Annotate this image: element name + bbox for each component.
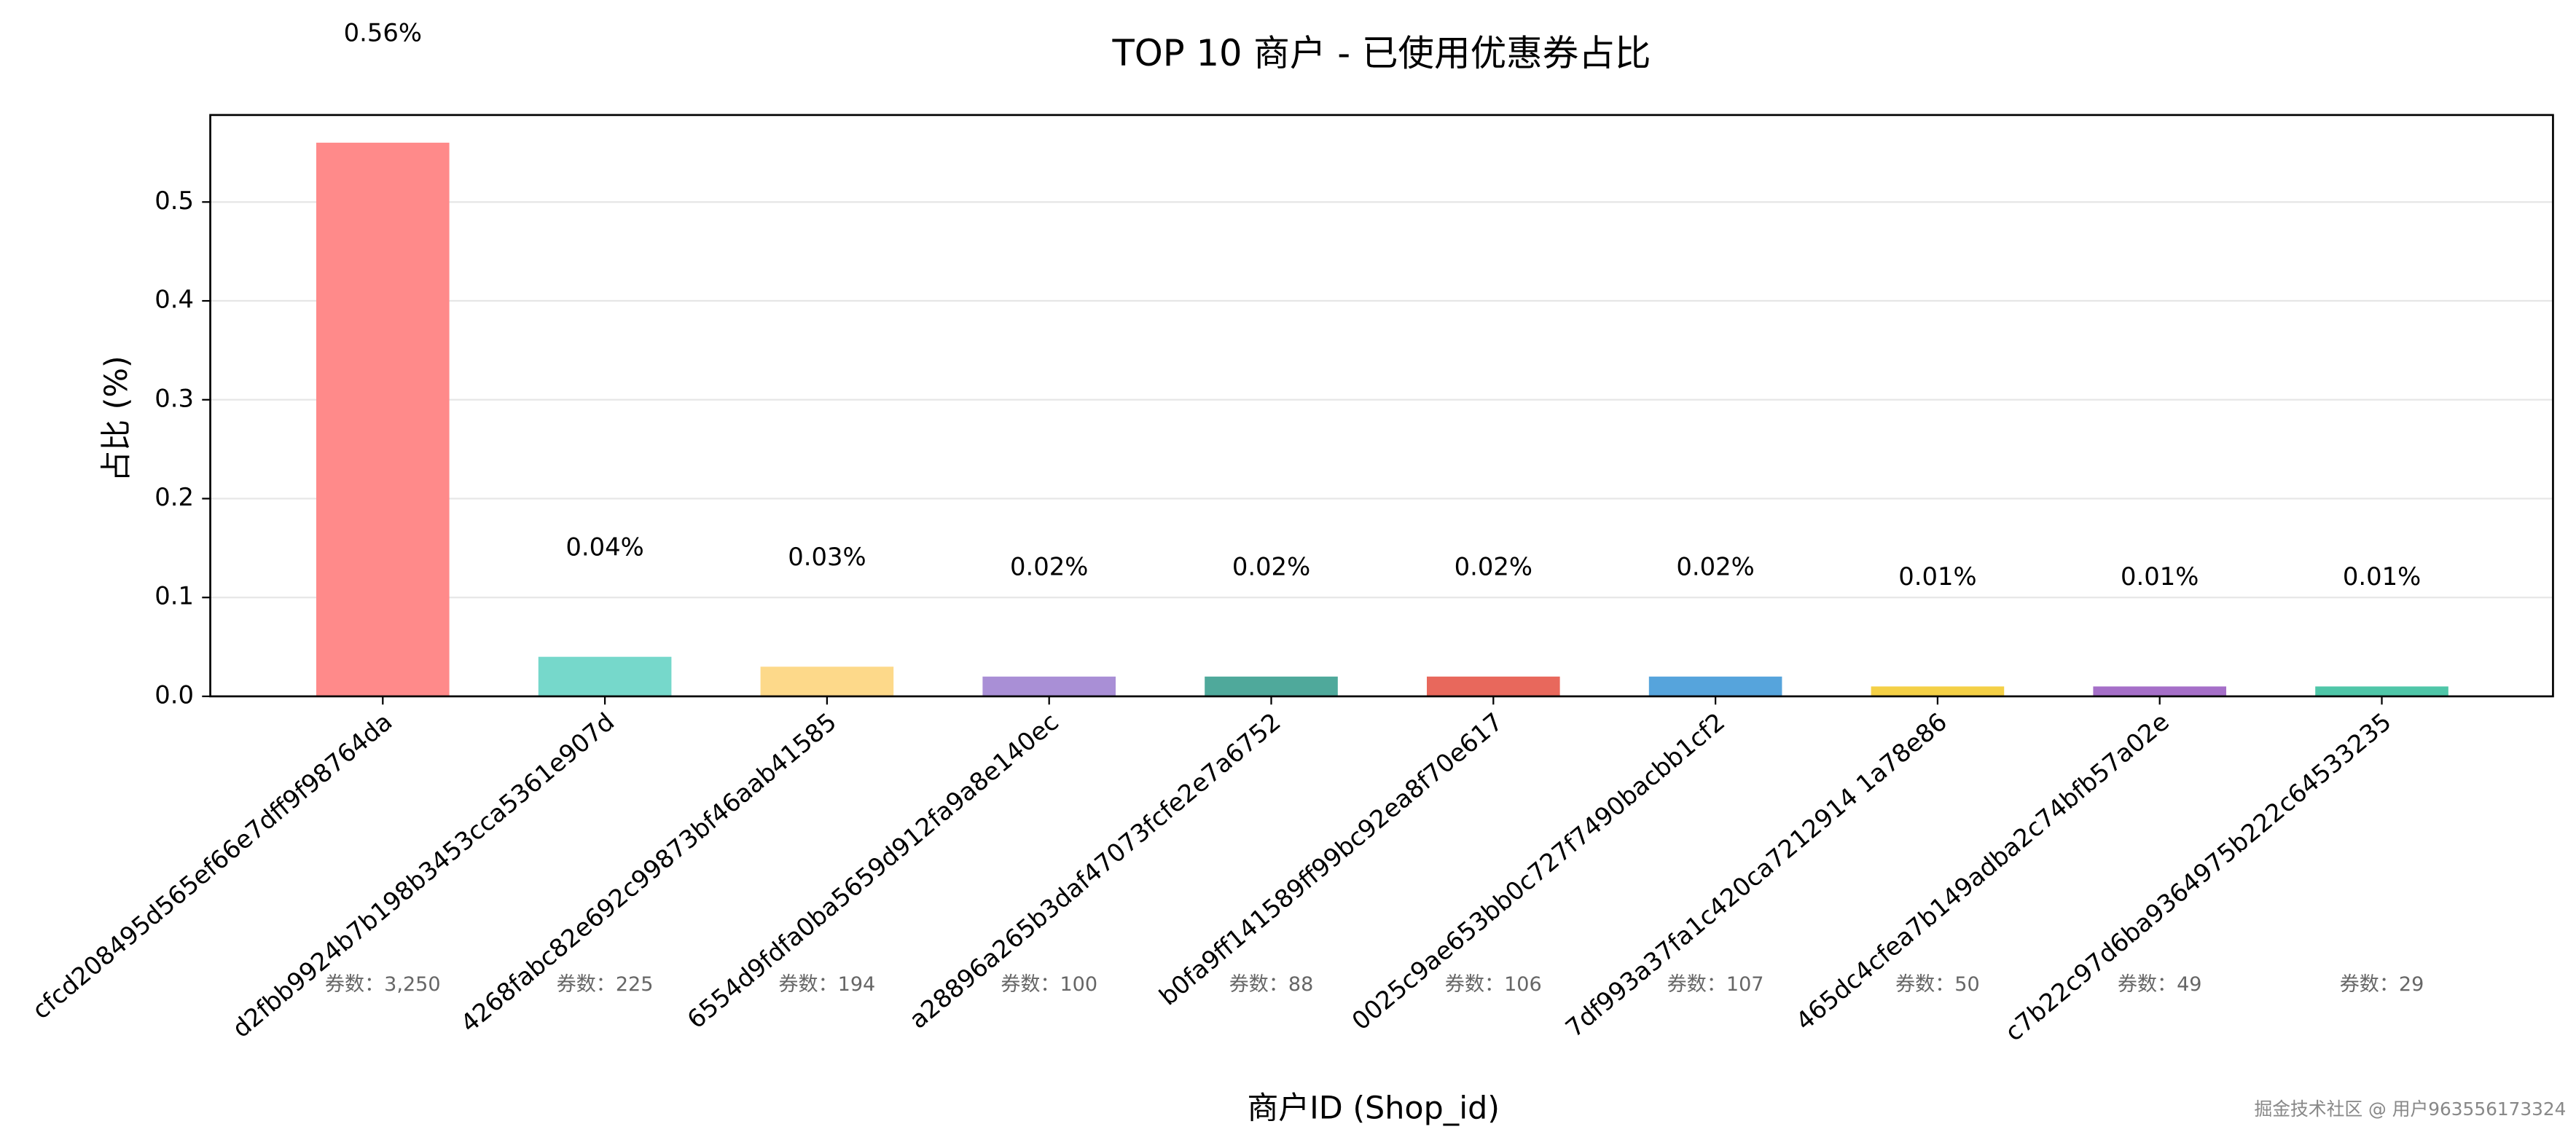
bar <box>316 142 450 696</box>
bar <box>1427 676 1560 696</box>
count-label: 券数：88 <box>1229 973 1314 996</box>
bar <box>2093 686 2227 696</box>
watermark: 掘金技术社区 @ 用户963556173324 <box>2254 1098 2566 1120</box>
count-label: 券数：107 <box>1667 973 1764 996</box>
value-label: 0.03% <box>788 543 866 571</box>
count-label: 券数：225 <box>557 973 654 996</box>
value-label: 0.01% <box>2121 562 2199 591</box>
value-label: 0.02% <box>1010 553 1088 581</box>
bar <box>2315 686 2448 696</box>
count-label: 券数：106 <box>1445 973 1542 996</box>
count-label: 券数：194 <box>779 973 876 996</box>
y-tick-label: 0.0 <box>154 680 194 709</box>
bar <box>1871 686 2005 696</box>
value-label: 0.02% <box>1676 553 1754 581</box>
bar <box>1648 676 1782 696</box>
bar <box>760 667 894 696</box>
plot-frame <box>209 114 2554 698</box>
y-tick-label: 0.3 <box>154 384 194 412</box>
value-label: 0.56% <box>344 19 422 47</box>
count-label: 券数：100 <box>1001 973 1097 996</box>
value-label: 0.02% <box>1455 553 1532 581</box>
value-label: 0.04% <box>565 532 643 561</box>
value-label: 0.01% <box>2343 562 2421 591</box>
y-axis-label: 占比 (%) <box>98 355 135 481</box>
x-axis-label: 商户ID (Shop_id) <box>1247 1090 1500 1127</box>
chart-title: TOP 10 商户 - 已使用优惠券占比 <box>1111 32 1651 74</box>
value-label: 0.01% <box>1898 562 1976 591</box>
count-label: 券数：29 <box>2340 973 2424 996</box>
count-label: 券数：50 <box>1895 973 1980 996</box>
count-label: 券数：49 <box>2118 973 2202 996</box>
y-tick-label: 0.2 <box>154 483 194 511</box>
y-tick-label: 0.4 <box>154 286 194 314</box>
bar <box>538 656 672 696</box>
bar <box>982 676 1116 696</box>
value-label: 0.02% <box>1232 553 1310 581</box>
y-tick-label: 0.1 <box>154 582 194 610</box>
bar <box>1205 676 1338 696</box>
count-label: 券数：3,250 <box>325 973 441 996</box>
y-tick-label: 0.5 <box>154 186 194 215</box>
